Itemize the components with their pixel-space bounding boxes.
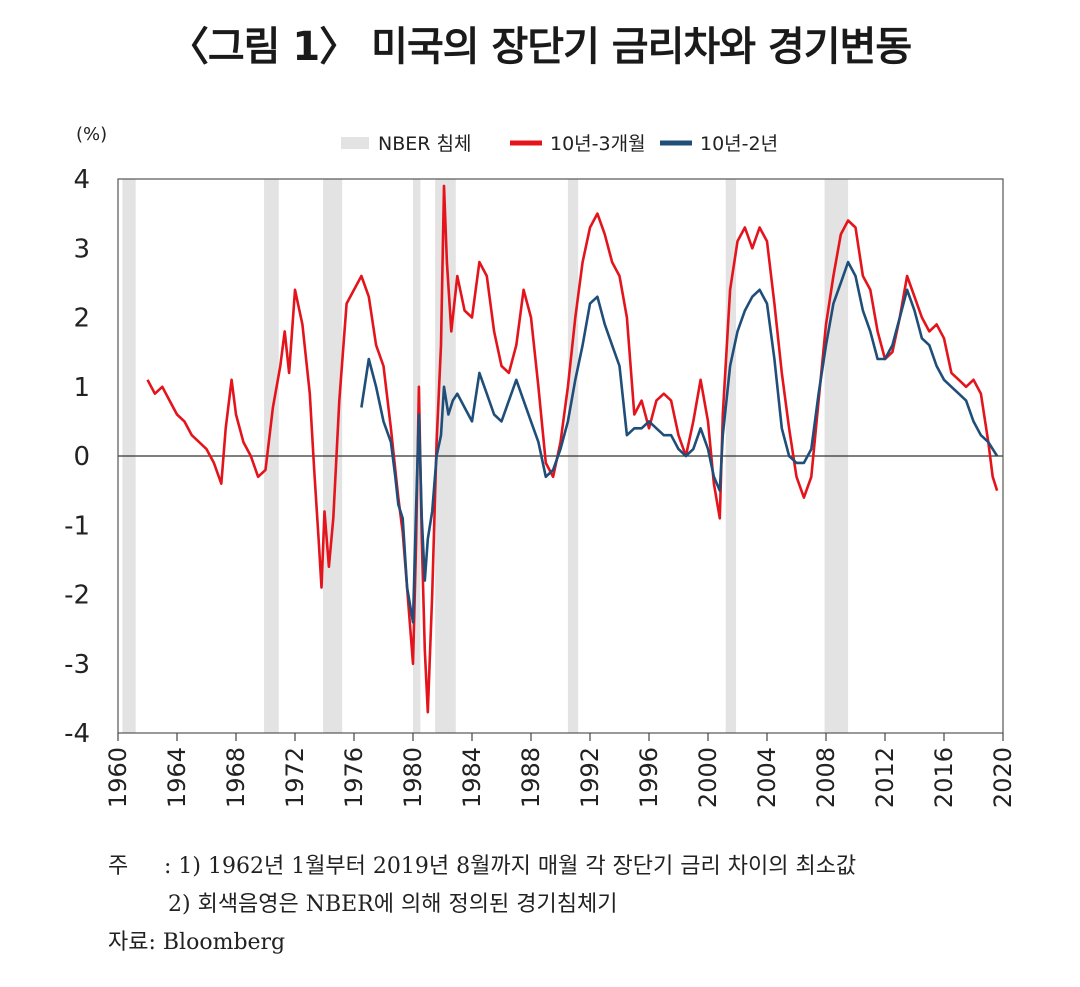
y-tick-label: 4	[73, 165, 90, 195]
x-tick-label: 1972	[281, 747, 309, 808]
x-tick-label: 1984	[458, 747, 486, 808]
series-lines	[146, 184, 999, 714]
x-tick-label: 1996	[635, 747, 663, 808]
y-tick-label: 1	[73, 373, 90, 403]
source-note: 자료: Bloomberg	[108, 924, 856, 962]
footnote-2-text: 2) 회색음영은 NBER에 의해 정의된 경기침체기	[168, 892, 618, 917]
x-tick-label: 2012	[871, 747, 899, 808]
x-tick-label: 2008	[812, 747, 840, 808]
footnote-prefix: 주	[108, 854, 129, 879]
legend: NBER 침체 10년-3개월 10년-2년	[341, 133, 778, 155]
y-axis-unit: (%)	[76, 124, 107, 145]
series-line-10y-2y	[360, 260, 999, 624]
y-tick-label: 3	[73, 234, 90, 264]
footnote-1: 주 : 1) 1962년 1월부터 2019년 8월까지 매월 각 장단기 금리 …	[108, 848, 856, 886]
x-tick-label: 1964	[163, 747, 191, 808]
x-tick-label: 2004	[753, 747, 781, 808]
page-title: 〈그림 1〉 미국의 장단기 금리차와 경기변동	[168, 24, 912, 70]
y-tick-label: -3	[64, 650, 90, 680]
x-tick-label: 1960	[104, 747, 132, 808]
footnotes: 주 : 1) 1962년 1월부터 2019년 8월까지 매월 각 장단기 금리 …	[108, 848, 856, 962]
plot-frame	[117, 178, 1004, 734]
legend-swatch-recession	[341, 137, 369, 149]
x-tick-label: 1968	[222, 747, 250, 808]
x-tick-label: 2000	[694, 747, 722, 808]
x-tick-label: 1980	[399, 747, 427, 808]
legend-label-2y: 10년-2년	[700, 133, 778, 155]
x-tick-label: 1988	[517, 747, 545, 808]
legend-label-recession: NBER 침체	[378, 133, 471, 155]
x-axis-ticks: 1960 1964 1968 1972 1976 1980 1984 1988 1992 1996…	[104, 733, 1017, 808]
y-tick-label: 0	[73, 442, 90, 472]
y-tick-label: -2	[64, 581, 90, 611]
source-text: 자료: Bloomberg	[108, 930, 286, 955]
y-tick-label: 2	[73, 304, 90, 334]
y-tick-label: -4	[64, 719, 90, 749]
y-axis-ticks: 4 3 2 1 0 -1 -2 -3 -4	[64, 165, 90, 749]
series-line-10y-3m	[146, 184, 999, 714]
x-tick-label: 2020	[989, 747, 1017, 808]
footnote-1-text: : 1) 1962년 1월부터 2019년 8월까지 매월 각 장단기 금리 차…	[164, 854, 857, 879]
footnote-2: 2) 회색음영은 NBER에 의해 정의된 경기침체기	[108, 886, 856, 924]
legend-label-3m: 10년-3개월	[550, 133, 646, 155]
x-tick-label: 1976	[340, 747, 368, 808]
y-tick-label: -1	[64, 511, 90, 541]
x-tick-label: 1992	[576, 747, 604, 808]
x-tick-label: 2016	[930, 747, 958, 808]
